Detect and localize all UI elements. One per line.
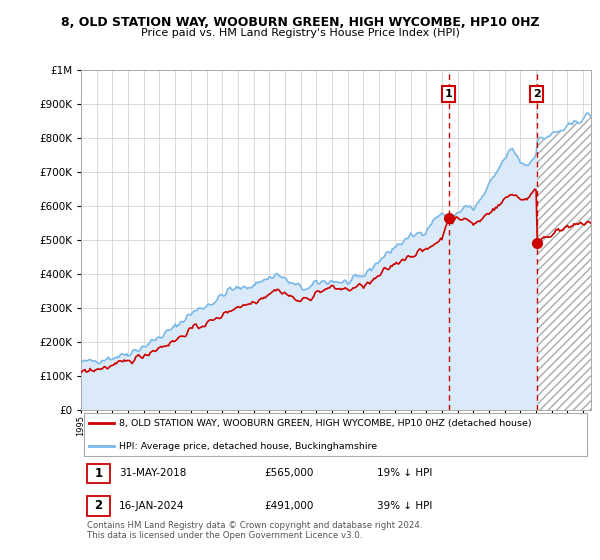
Text: 16-JAN-2024: 16-JAN-2024 bbox=[119, 501, 185, 511]
Text: 2: 2 bbox=[533, 89, 541, 99]
Text: 1: 1 bbox=[445, 89, 452, 99]
FancyBboxPatch shape bbox=[83, 413, 587, 456]
Text: 39% ↓ HPI: 39% ↓ HPI bbox=[377, 501, 432, 511]
Text: Price paid vs. HM Land Registry's House Price Index (HPI): Price paid vs. HM Land Registry's House … bbox=[140, 28, 460, 38]
FancyBboxPatch shape bbox=[87, 464, 110, 483]
Text: 8, OLD STATION WAY, WOOBURN GREEN, HIGH WYCOMBE, HP10 0HZ: 8, OLD STATION WAY, WOOBURN GREEN, HIGH … bbox=[61, 16, 539, 29]
Text: 8, OLD STATION WAY, WOOBURN GREEN, HIGH WYCOMBE, HP10 0HZ (detached house): 8, OLD STATION WAY, WOOBURN GREEN, HIGH … bbox=[119, 419, 532, 428]
FancyBboxPatch shape bbox=[87, 496, 110, 516]
Text: £565,000: £565,000 bbox=[265, 468, 314, 478]
Text: HPI: Average price, detached house, Buckinghamshire: HPI: Average price, detached house, Buck… bbox=[119, 442, 377, 451]
Text: 19% ↓ HPI: 19% ↓ HPI bbox=[377, 468, 432, 478]
Text: 31-MAY-2018: 31-MAY-2018 bbox=[119, 468, 187, 478]
Text: 1: 1 bbox=[95, 467, 103, 480]
Text: 2: 2 bbox=[95, 500, 103, 512]
Text: Contains HM Land Registry data © Crown copyright and database right 2024.
This d: Contains HM Land Registry data © Crown c… bbox=[87, 521, 422, 540]
Text: £491,000: £491,000 bbox=[265, 501, 314, 511]
